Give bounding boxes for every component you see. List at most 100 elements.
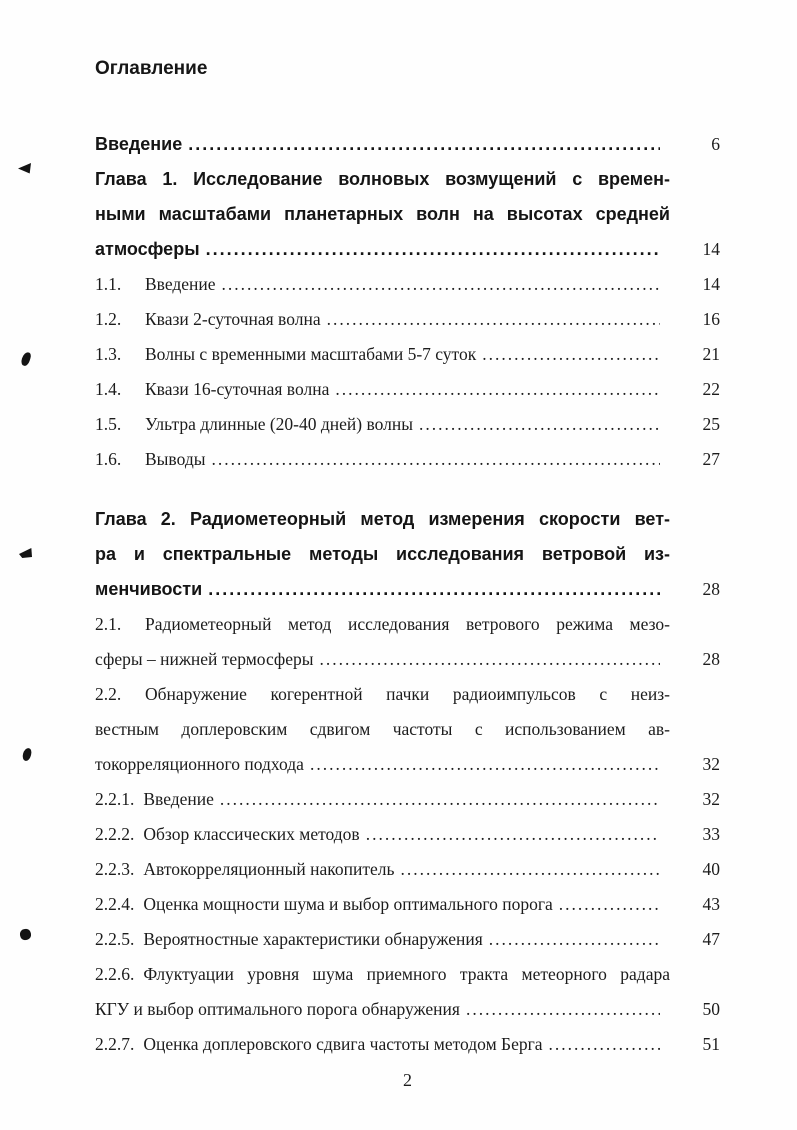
toc-page-number: 22 xyxy=(702,379,721,399)
toc-page-number: 43 xyxy=(702,894,721,914)
toc-item-text: Радиометеорный метод исследования ветров… xyxy=(145,614,670,634)
toc-page-number: 14 xyxy=(702,274,721,294)
toc-item-number: 1.3. xyxy=(95,344,122,364)
toc-item-text: Вероятностные характеристики обнаружения xyxy=(143,929,483,949)
toc-page-number: 14 xyxy=(702,239,721,259)
toc-item-number: 1.1. xyxy=(95,274,122,294)
toc-item-number: 2.1. xyxy=(95,614,122,634)
toc-item-number: 2.2. xyxy=(95,684,122,704)
toc-item-text: ными масштабами планетарных волн на высо… xyxy=(95,204,670,224)
scan-artifact xyxy=(19,548,32,558)
dot-leader xyxy=(366,817,660,852)
chapter-title-line: Глава 2. Радиометеорный метод измерения … xyxy=(95,502,720,537)
dot-leader xyxy=(549,1027,660,1062)
dot-leader xyxy=(222,267,660,302)
toc-page-number: 47 xyxy=(702,929,721,949)
dot-leader xyxy=(482,337,660,372)
dot-leader xyxy=(206,232,660,267)
toc-entry: 2.2.5. Вероятностные характеристики обна… xyxy=(95,922,720,957)
toc-entry: 2.2.1. Введение 32 xyxy=(95,782,720,817)
toc-entry: Введение 6 xyxy=(95,127,720,162)
toc-item-number: 2.2.2. xyxy=(95,824,135,844)
dot-leader xyxy=(320,642,660,677)
toc-page-number: 25 xyxy=(702,414,721,434)
toc-page-number: 21 xyxy=(702,344,721,364)
toc-entry: 1.2. Квази 2-суточная волна 16 xyxy=(95,302,720,337)
toc-entry: 2.2.3. Автокорреляционный накопитель 40 xyxy=(95,852,720,887)
scan-artifact xyxy=(18,163,31,174)
toc-heading: Оглавление xyxy=(95,58,208,79)
scan-artifact xyxy=(20,351,32,367)
toc-item-text: Обзор классических методов xyxy=(143,824,360,844)
toc-page-number: 28 xyxy=(702,579,721,599)
toc-entry: 2.2.4. Оценка мощности шума и выбор опти… xyxy=(95,887,720,922)
toc-page-number: 6 xyxy=(711,134,720,154)
dot-leader xyxy=(208,572,660,607)
toc-item-text: Введение xyxy=(143,789,214,809)
dot-leader xyxy=(188,127,660,162)
toc-item-text: сферы – нижней термосферы xyxy=(95,649,314,669)
toc-page-number: 27 xyxy=(702,449,721,469)
toc-item-text: Квази 2-суточная волна xyxy=(145,309,321,329)
toc-item-text: Автокорреляционный накопитель xyxy=(143,859,395,879)
toc-page-number: 16 xyxy=(702,309,721,329)
toc-item-text: Оценка мощности шума и выбор оптимальног… xyxy=(143,894,553,914)
toc-item-number: 2.2.5. xyxy=(95,929,135,949)
toc-item-text: КГУ и выбор оптимального порога обнаруже… xyxy=(95,999,460,1019)
scan-artifact xyxy=(19,928,32,941)
toc-item-text: вестным доплеровским сдвигом частоты с и… xyxy=(95,719,670,739)
toc-item-number: 1.5. xyxy=(95,414,122,434)
dot-leader xyxy=(310,747,660,782)
toc-entry: 1.5. Ультра длинные (20-40 дней) волны 2… xyxy=(95,407,720,442)
toc-item-text: менчивости xyxy=(95,579,203,599)
toc-page-number: 50 xyxy=(702,999,721,1019)
toc-item-number: 2.2.1. xyxy=(95,789,135,809)
toc-entry: 1.6. Выводы 27 xyxy=(95,442,720,477)
toc-page-number: 32 xyxy=(702,754,721,774)
toc-entry: 2.1. Радиометеорный метод исследования в… xyxy=(95,607,720,642)
toc-item-number: 2.2.7. xyxy=(95,1034,135,1054)
toc-item-text: Волны с временными масштабами 5-7 суток xyxy=(145,344,477,364)
dot-leader xyxy=(220,782,660,817)
toc-entry: 1.4. Квази 16-суточная волна 22 xyxy=(95,372,720,407)
toc-entry: 1.3. Волны с временными масштабами 5-7 с… xyxy=(95,337,720,372)
toc-entry: 2.2.7. Оценка доплеровского сдвига часто… xyxy=(95,1027,720,1062)
dot-leader xyxy=(489,922,660,957)
toc-item-text: Ультра длинные (20-40 дней) волны xyxy=(145,414,414,434)
toc-page-number: 32 xyxy=(702,789,721,809)
toc-entry: сферы – нижней термосферы 28 xyxy=(95,642,720,677)
dot-leader xyxy=(466,992,660,1027)
dot-leader xyxy=(401,852,661,887)
toc-item-text: Введение xyxy=(95,134,183,154)
dot-leader xyxy=(327,302,660,337)
toc-item-text: атмосферы xyxy=(95,239,200,259)
dot-leader xyxy=(559,887,660,922)
toc-entry: вестным доплеровским сдвигом частоты с и… xyxy=(95,712,720,747)
toc-item-number: 1.4. xyxy=(95,379,122,399)
toc-entry: КГУ и выбор оптимального порога обнаруже… xyxy=(95,992,720,1027)
chapter-title-line: ными масштабами планетарных волн на высо… xyxy=(95,197,720,232)
chapter-title-line: ра и спектральные методы исследования ве… xyxy=(95,537,720,572)
toc-item-number: 2.2.4. xyxy=(95,894,135,914)
toc-item-number: 1.6. xyxy=(95,449,122,469)
toc-item-number: 1.2. xyxy=(95,309,122,329)
toc-page-number: 28 xyxy=(702,649,721,669)
table-of-contents: Введение 6 Глава 1. Исследование волновы… xyxy=(95,127,720,1062)
toc-item-text: Обнаружение когерентной пачки радиоимпул… xyxy=(145,684,670,704)
toc-item-text: Оценка доплеровского сдвига частоты мето… xyxy=(143,1034,543,1054)
toc-page-number: 51 xyxy=(702,1034,721,1054)
page-number: 2 xyxy=(403,1070,412,1090)
dot-leader xyxy=(211,442,660,477)
dot-leader xyxy=(335,372,660,407)
toc-item-text: Введение xyxy=(145,274,216,294)
toc-page-number: 33 xyxy=(702,824,721,844)
toc-entry: менчивости 28 xyxy=(95,572,720,607)
toc-item-number: 2.2.6. xyxy=(95,964,135,984)
toc-item-text: токорреляционного подхода xyxy=(95,754,304,774)
toc-item-text: Квази 16-суточная волна xyxy=(145,379,330,399)
toc-entry: 2.2.2. Обзор классических методов 33 xyxy=(95,817,720,852)
toc-page-number: 40 xyxy=(702,859,721,879)
chapter-title-line: Глава 1. Исследование волновых возмущени… xyxy=(95,162,720,197)
toc-item-text: Флуктуации уровня шума приемного тракта … xyxy=(143,964,670,984)
